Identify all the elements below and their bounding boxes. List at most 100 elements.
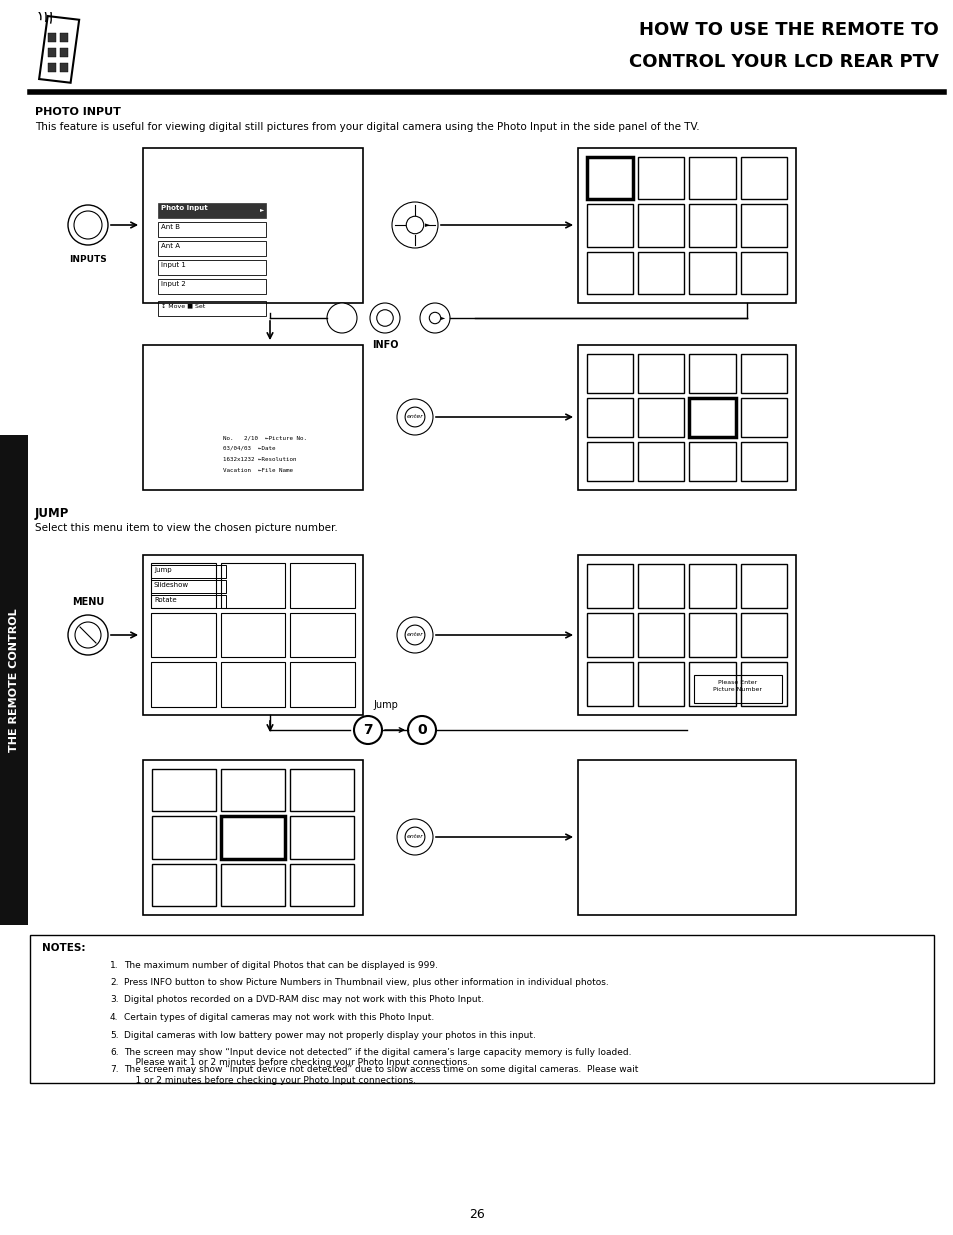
Bar [689,613,735,657]
Bar [143,555,363,715]
Circle shape [405,408,424,427]
Text: The screen may show “Input device not detected” due to slow access time on some : The screen may show “Input device not de… [124,1066,638,1084]
Text: Jump: Jump [373,700,397,710]
Bar [689,252,735,294]
Bar [689,204,735,247]
Text: 03/04/03  ←Date: 03/04/03 ←Date [223,446,275,451]
Bar [158,203,266,219]
Text: 6.: 6. [110,1049,118,1057]
Bar [158,222,266,237]
Text: 7.: 7. [110,1066,118,1074]
Bar [689,354,735,393]
Bar [151,613,215,657]
Bar [638,398,684,437]
Bar [638,252,684,294]
Text: No.   2/10  ←Picture No.: No. 2/10 ←Picture No. [223,435,307,440]
Bar [48,33,55,42]
Bar [740,354,786,393]
Text: enter: enter [406,632,423,637]
Text: Input 2: Input 2 [161,282,186,287]
Bar [689,398,735,437]
Bar [30,935,933,1083]
Text: HOW TO USE THE REMOTE TO: HOW TO USE THE REMOTE TO [639,21,938,40]
Bar [290,662,355,706]
Circle shape [68,615,108,655]
Text: 7: 7 [363,722,373,737]
Bar [143,760,363,915]
Text: 2.: 2. [110,978,118,987]
Text: 0: 0 [416,722,426,737]
Bar [290,769,354,811]
Text: THE REMOTE CONTROL: THE REMOTE CONTROL [9,608,19,752]
Bar [221,863,285,906]
Text: 5.: 5. [110,1030,118,1040]
Text: Digital photos recorded on a DVD-RAM disc may not work with this Photo Input.: Digital photos recorded on a DVD-RAM dis… [124,995,483,1004]
Text: The screen may show “Input device not detected” if the digital camera’s large ca: The screen may show “Input device not de… [124,1049,631,1067]
Circle shape [370,303,399,333]
Circle shape [354,716,381,743]
Circle shape [419,303,450,333]
Text: NOTES:: NOTES: [42,944,86,953]
Bar [143,345,363,490]
Bar [638,613,684,657]
Bar [152,863,215,906]
Bar [221,769,285,811]
Text: Ant B: Ant B [161,224,180,230]
Bar [740,204,786,247]
Circle shape [396,399,433,435]
Bar [578,555,795,715]
Text: 4.: 4. [110,1013,118,1023]
Bar [158,241,266,256]
Bar [586,613,633,657]
Circle shape [405,625,424,645]
Bar [689,564,735,608]
Bar [586,442,633,480]
Bar [638,442,684,480]
Bar [60,63,69,72]
Text: Rotate: Rotate [153,597,176,603]
Text: enter: enter [406,415,423,420]
Bar [60,48,69,57]
Bar [48,48,55,57]
Bar [586,398,633,437]
Bar [290,816,354,858]
Bar [689,157,735,199]
Bar [586,354,633,393]
Bar [638,354,684,393]
Text: The maximum number of digital Photos that can be displayed is 999.: The maximum number of digital Photos tha… [124,961,437,969]
Polygon shape [39,16,79,83]
Text: This feature is useful for viewing digital still pictures from your digital came: This feature is useful for viewing digit… [35,122,699,132]
Bar [586,564,633,608]
Bar [740,662,786,706]
Bar [693,676,781,703]
Text: ►: ► [424,222,430,228]
Bar [290,613,355,657]
Bar [158,261,266,275]
Circle shape [405,827,424,847]
Bar [151,580,226,593]
Bar [220,563,285,608]
Text: Please Enter
Picture Number: Please Enter Picture Number [713,680,761,692]
Bar [740,442,786,480]
Bar [60,33,69,42]
Circle shape [327,303,356,333]
Bar [48,63,55,72]
Text: 1632x1232 ←Resolution: 1632x1232 ←Resolution [223,457,296,462]
Bar [586,157,633,199]
Text: 3.: 3. [110,995,118,1004]
Circle shape [406,216,423,233]
Bar [143,148,363,303]
Bar [158,279,266,294]
Text: 26: 26 [469,1209,484,1221]
Bar [151,662,215,706]
Bar [290,563,355,608]
Bar [740,252,786,294]
Bar [740,613,786,657]
Text: Vacation  ←File Name: Vacation ←File Name [223,468,293,473]
Bar [740,157,786,199]
Bar [586,662,633,706]
Bar [586,252,633,294]
Text: Slideshow: Slideshow [153,582,189,588]
Bar [689,662,735,706]
Text: INFO: INFO [372,340,397,350]
